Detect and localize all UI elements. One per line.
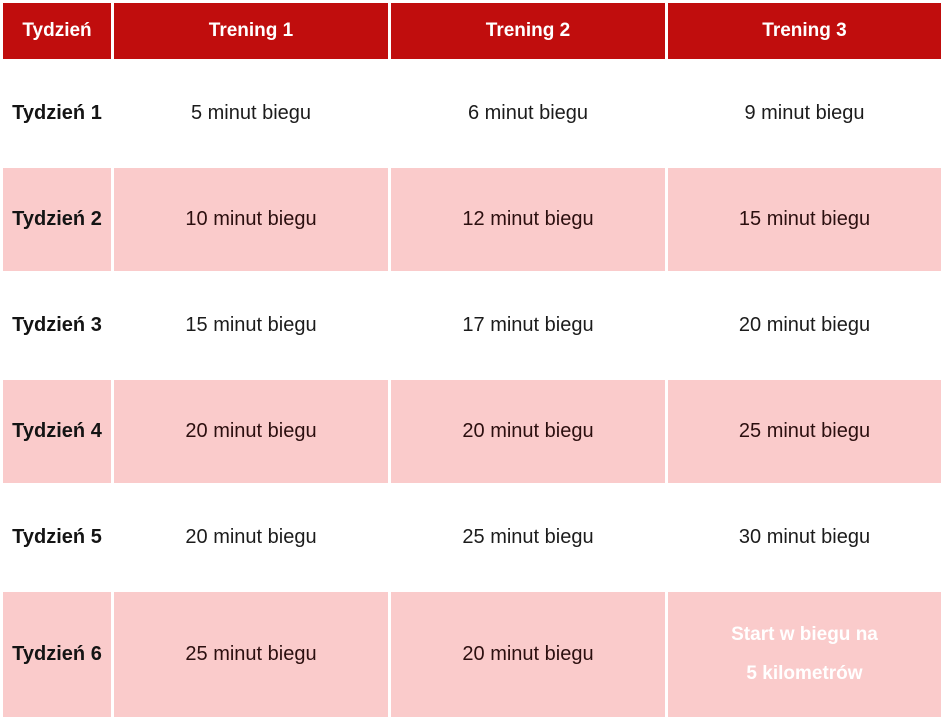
week-label-cell: Tydzień 5 <box>3 486 111 589</box>
training-value-cell: 20 minut biegu <box>668 274 941 377</box>
race-start-cell: Start w biegu na 5 kilometrów <box>668 592 941 717</box>
week-label-cell: Tydzień 4 <box>3 380 111 483</box>
table-header-row: Tydzień Trening 1 Trening 2 Trening 3 <box>3 3 941 59</box>
training-value-cell: 6 minut biegu <box>391 62 665 165</box>
training-value-cell: 15 minut biegu <box>114 274 388 377</box>
table-row-week-6: Tydzień 6 25 minut biegu 20 minut biegu … <box>3 592 941 717</box>
race-start-line-2: 5 kilometrów <box>746 662 863 684</box>
training-value-cell: 10 minut biegu <box>114 168 388 271</box>
training-value-cell: 17 minut biegu <box>391 274 665 377</box>
training-value-cell: 12 minut biegu <box>391 168 665 271</box>
week-label-cell: Tydzień 3 <box>3 274 111 377</box>
training-value-cell: 25 minut biegu <box>668 380 941 483</box>
table-row-week-4: Tydzień 4 20 minut biegu 20 minut biegu … <box>3 380 941 483</box>
training-value-cell: 25 minut biegu <box>114 592 388 717</box>
training-value-cell: 20 minut biegu <box>114 380 388 483</box>
training-value-cell: 5 minut biegu <box>114 62 388 165</box>
header-cell-training-1: Trening 1 <box>114 3 388 59</box>
training-value-cell: 20 minut biegu <box>391 592 665 717</box>
table-row-week-1: Tydzień 1 5 minut biegu 6 minut biegu 9 … <box>3 62 941 165</box>
table-row-week-3: Tydzień 3 15 minut biegu 17 minut biegu … <box>3 274 941 377</box>
week-label-cell: Tydzień 1 <box>3 62 111 165</box>
training-value-cell: 15 minut biegu <box>668 168 941 271</box>
table-row-week-2: Tydzień 2 10 minut biegu 12 minut biegu … <box>3 168 941 271</box>
header-cell-training-2: Trening 2 <box>391 3 665 59</box>
header-cell-week: Tydzień <box>3 3 111 59</box>
training-value-cell: 20 minut biegu <box>114 486 388 589</box>
table-row-week-5: Tydzień 5 20 minut biegu 25 minut biegu … <box>3 486 941 589</box>
race-start-line-1: Start w biegu na <box>731 623 878 645</box>
training-value-cell: 9 minut biegu <box>668 62 941 165</box>
header-cell-training-3: Trening 3 <box>668 3 941 59</box>
week-label-cell: Tydzień 6 <box>3 592 111 717</box>
week-label-cell: Tydzień 2 <box>3 168 111 271</box>
training-value-cell: 20 minut biegu <box>391 380 665 483</box>
training-value-cell: 30 minut biegu <box>668 486 941 589</box>
training-value-cell: 25 minut biegu <box>391 486 665 589</box>
